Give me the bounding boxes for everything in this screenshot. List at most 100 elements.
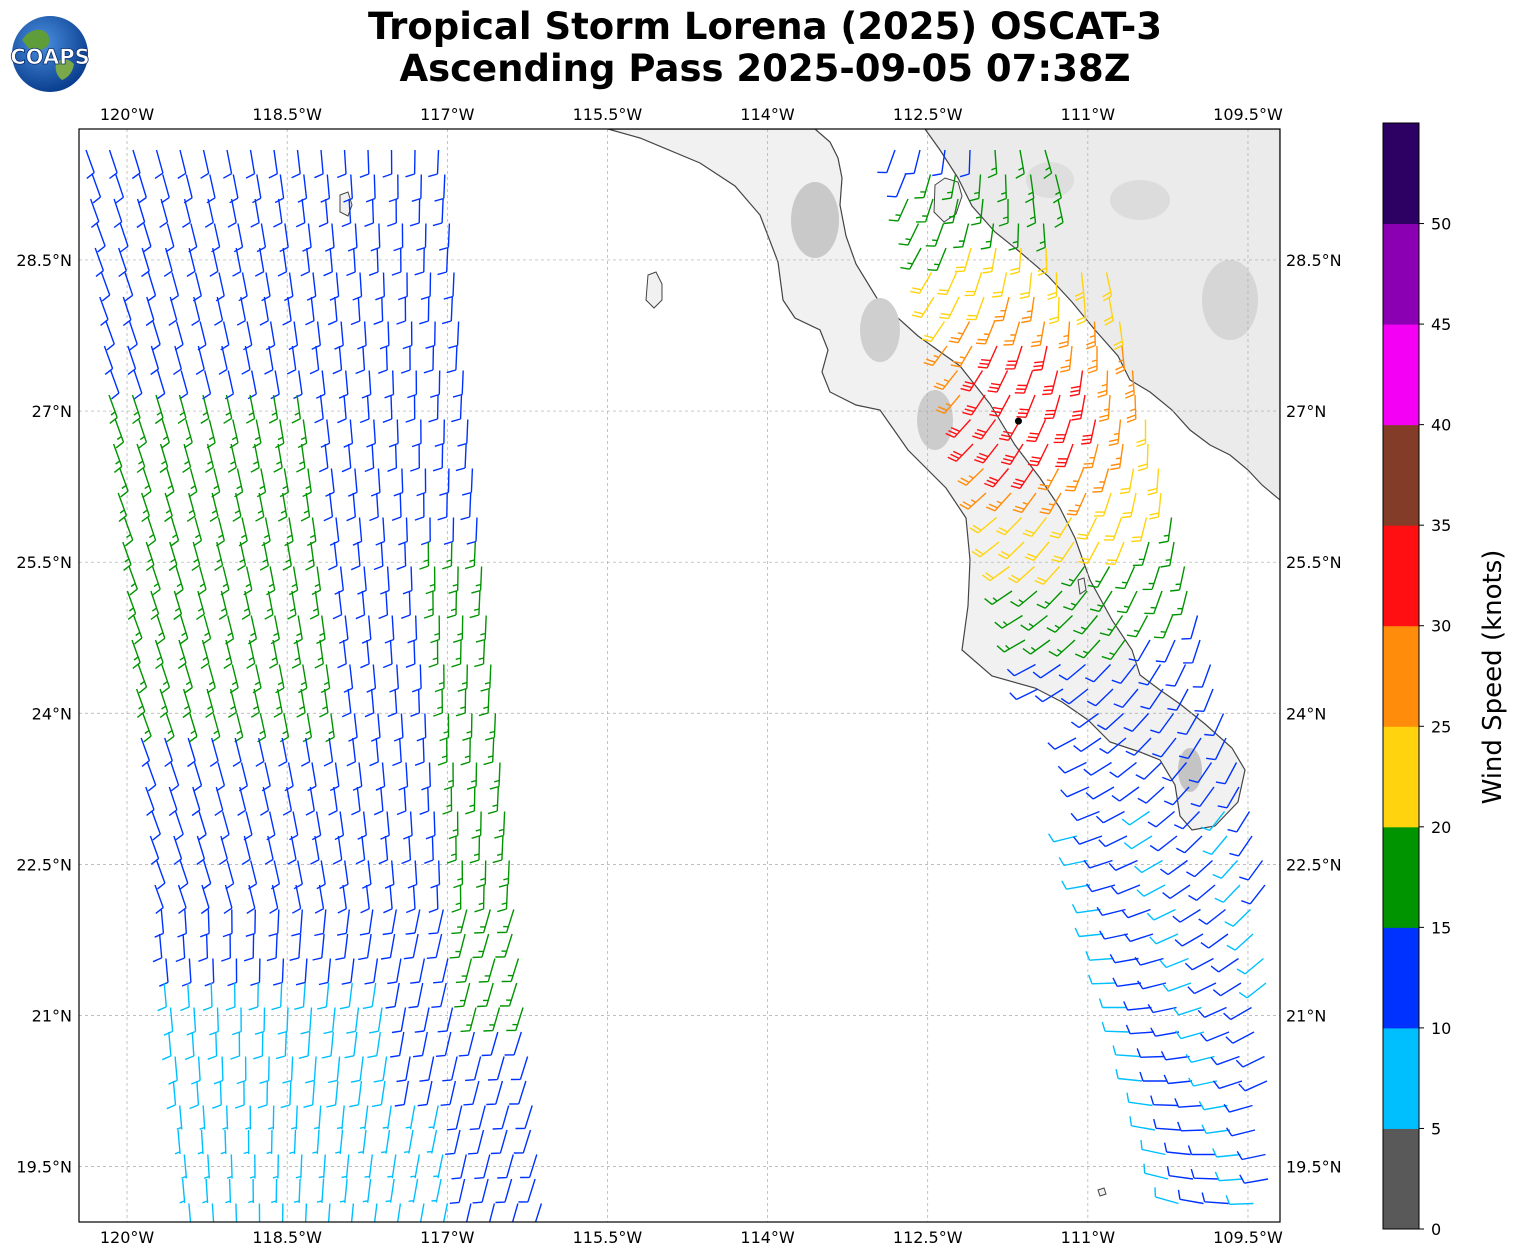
wind-barb xyxy=(433,1154,444,1179)
wind-barb xyxy=(1126,394,1137,423)
wind-barb xyxy=(381,1129,391,1154)
wind-barb xyxy=(1066,492,1087,516)
wind-barb xyxy=(950,345,973,368)
wind-barb xyxy=(455,443,467,472)
wind-barb xyxy=(164,492,173,523)
wind-barb xyxy=(428,884,439,913)
wind-barb xyxy=(439,468,450,496)
wind-barb xyxy=(475,615,487,643)
wind-barb xyxy=(373,296,384,325)
wind-barb xyxy=(362,982,377,1010)
wind-barb xyxy=(1112,1045,1140,1058)
wind-barb xyxy=(501,958,520,983)
wind-barb xyxy=(205,443,215,473)
colorbar-bin xyxy=(1383,927,1419,1029)
wind-barb xyxy=(446,345,458,374)
wind-barb xyxy=(1096,906,1126,916)
wind-barb xyxy=(173,590,183,621)
mainland-mexico-land xyxy=(924,129,1280,501)
wind-barbs xyxy=(85,149,1269,1222)
wind-barb xyxy=(442,786,453,815)
title-line-2: Ascending Pass 2025-09-05 07:38Z xyxy=(399,47,1131,90)
wind-barb xyxy=(1167,688,1189,711)
wind-barb xyxy=(419,786,430,815)
wind-barb xyxy=(174,566,184,596)
wind-barb xyxy=(145,541,155,572)
wind-barb xyxy=(1150,713,1175,734)
wind-barb xyxy=(368,247,379,276)
wind-barb xyxy=(313,1105,322,1130)
wind-barb xyxy=(232,737,242,767)
wind-barb xyxy=(1082,443,1099,469)
wind-barb xyxy=(1119,468,1135,495)
wind-barb xyxy=(1094,492,1112,517)
wind-barb xyxy=(264,590,274,620)
wind-barb xyxy=(405,149,416,178)
wind-barb xyxy=(1206,737,1227,761)
wind-barb xyxy=(1184,957,1214,971)
wind-barb xyxy=(1166,1166,1194,1180)
wind-barb xyxy=(346,492,356,522)
wind-barb xyxy=(1037,247,1048,276)
wind-barb xyxy=(339,982,353,1010)
wind-barb xyxy=(974,443,999,464)
wind-barb xyxy=(337,639,347,669)
wind-barb xyxy=(1226,933,1254,951)
wind-barb xyxy=(177,639,187,670)
wind-barb xyxy=(268,639,279,669)
wind-barb xyxy=(486,1080,504,1106)
wind-barb xyxy=(442,1056,458,1082)
wind-barb xyxy=(1126,1092,1153,1107)
wind-barb xyxy=(457,664,468,692)
wind-barb xyxy=(448,321,460,349)
wind-barb xyxy=(426,1129,438,1154)
wind-barb xyxy=(250,688,260,718)
wind-barb xyxy=(1223,1103,1253,1113)
wind-barb xyxy=(291,639,302,669)
wind-barb xyxy=(1227,811,1251,833)
wind-barb xyxy=(123,517,134,547)
wind-barb xyxy=(1009,688,1039,701)
wind-barb xyxy=(264,345,274,375)
wind-barb xyxy=(1212,982,1242,997)
wind-barb xyxy=(85,149,95,179)
wind-barb xyxy=(337,884,347,914)
wind-barb xyxy=(1217,786,1240,809)
wind-barb xyxy=(181,958,192,987)
wind-barb xyxy=(886,174,907,198)
wind-barb xyxy=(250,198,260,228)
wind-barb xyxy=(462,468,474,496)
wind-barb xyxy=(289,933,302,961)
wind-barb xyxy=(971,541,1000,558)
wind-barb xyxy=(226,1154,233,1179)
lat-tick-label-right: 27°N xyxy=(1286,402,1326,421)
wind-barb xyxy=(1043,394,1061,420)
wind-barb xyxy=(954,247,972,273)
lat-tick-label-left: 19.5°N xyxy=(16,1158,72,1177)
wind-barb xyxy=(449,933,466,959)
wind-barb xyxy=(1005,345,1023,370)
wind-barb xyxy=(225,1178,232,1204)
wind-barb xyxy=(1053,419,1072,444)
wind-barb xyxy=(888,198,909,222)
wind-barb xyxy=(156,615,166,645)
wind-barb xyxy=(463,1080,480,1106)
wind-barb xyxy=(318,198,329,228)
wind-barb xyxy=(1134,859,1163,874)
wind-barb xyxy=(365,174,376,203)
wind-barb xyxy=(295,1154,303,1179)
wind-barb xyxy=(127,345,137,376)
wind-barb xyxy=(393,713,404,742)
wind-barb xyxy=(213,1056,224,1085)
wind-barb xyxy=(1111,664,1137,685)
wind-barb xyxy=(358,933,372,961)
wind-barb xyxy=(1238,982,1267,999)
wind-barb xyxy=(1047,272,1058,301)
wind-barb xyxy=(1153,615,1174,639)
wind-barb xyxy=(1089,590,1113,613)
wind-barb xyxy=(1099,615,1124,637)
wind-barb xyxy=(327,296,338,326)
wind-barb xyxy=(173,345,182,375)
wind-barb xyxy=(151,321,161,351)
wind-barb xyxy=(475,860,487,888)
